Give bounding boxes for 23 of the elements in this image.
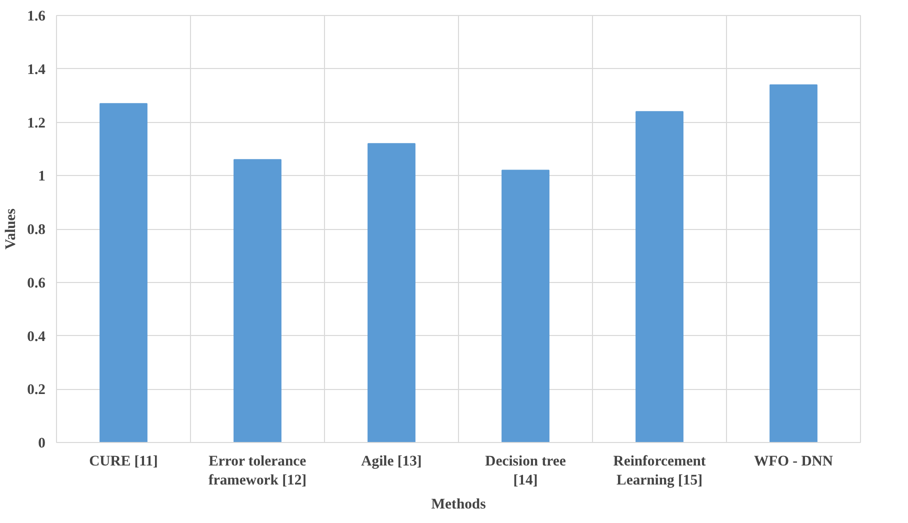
x-tick-label: Decision tree [14] [485,454,566,489]
y-axis-title: Values [3,208,20,250]
y-tick-label: 0.2 [27,382,46,398]
bar [502,170,550,442]
bar [770,84,818,442]
x-tick-label: Agile [13] [361,454,422,470]
y-tick-label: 1 [38,168,46,185]
y-tick-label: 1.6 [27,8,46,24]
bar [636,111,684,442]
y-tick-label: 0.6 [27,275,46,292]
bar [368,143,416,442]
x-tick-label: WFO - DNN [754,454,834,470]
y-tick-label: 1.4 [27,62,46,78]
x-tick-label: Reinforcement Learning [15] [613,454,706,489]
bar [234,159,282,442]
y-tick-label: 0.4 [27,328,46,345]
x-tick-label: CURE [11] [89,454,158,470]
x-axis-title: Methods [431,496,486,513]
y-tick-label: 0 [38,436,46,452]
y-tick-label: 0.8 [27,222,46,238]
bar [100,103,148,442]
y-tick-label: 1.2 [27,115,46,132]
x-tick-label: Error tolerance framework [12] [208,454,307,489]
